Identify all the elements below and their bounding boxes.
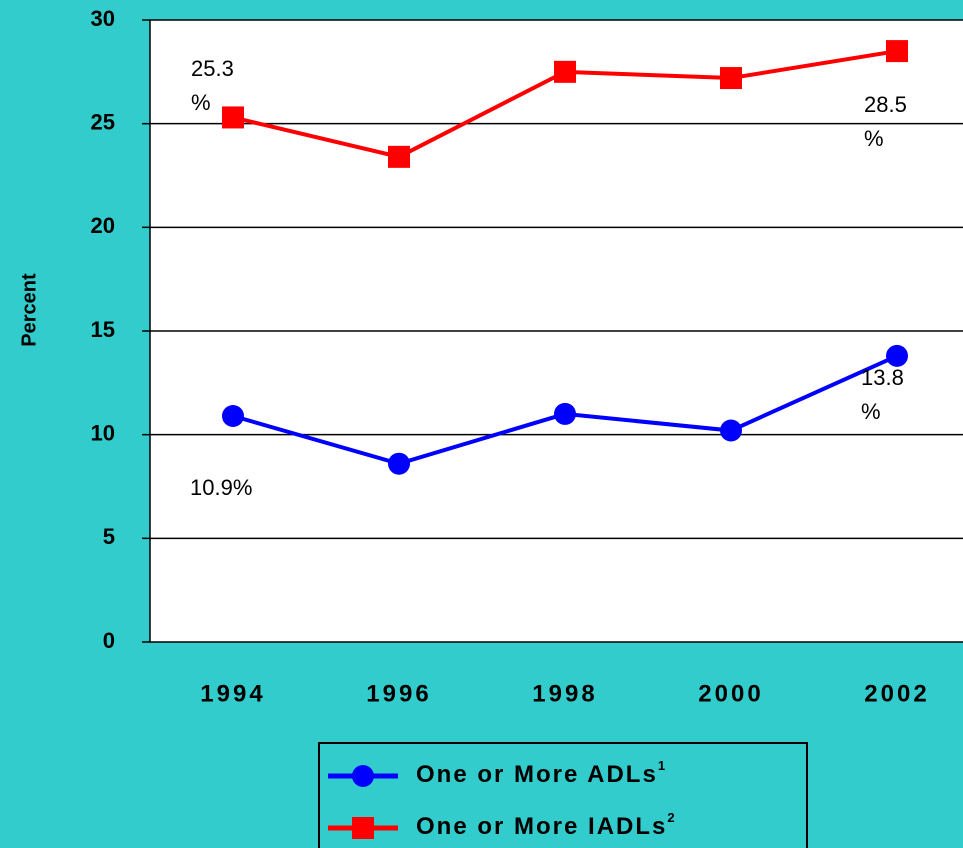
x-tick-label: 1996 [366, 680, 431, 707]
marker [886, 40, 908, 63]
data-label: 25.3 % [191, 56, 234, 116]
marker [222, 106, 244, 129]
y-tick-label: 20 [91, 213, 115, 238]
x-tick-label: 2002 [864, 680, 929, 707]
marker [222, 405, 244, 428]
marker [554, 402, 576, 425]
legend: One or More ADLs1 One or More IADLs2 [318, 742, 808, 848]
y-tick-label: 5 [103, 524, 115, 549]
y-tick-label: 25 [91, 109, 115, 134]
legend-label: One or More ADLs1 [416, 758, 667, 788]
y-axis-label: Percent [18, 273, 40, 347]
marker [720, 67, 742, 90]
legend-footnote: 1 [658, 758, 667, 773]
marker [554, 60, 576, 83]
data-label: 10.9% [190, 475, 253, 500]
y-tick-label: 10 [91, 420, 115, 445]
marker [388, 145, 410, 168]
y-tick-label: 30 [91, 6, 115, 31]
legend-items: One or More ADLs1 One or More IADLs2 [328, 758, 677, 840]
x-tick-label: 1994 [200, 680, 265, 707]
legend-name: One or More IADLs [416, 813, 667, 840]
y-tick-label: 0 [103, 628, 115, 653]
marker [720, 419, 742, 442]
marker [388, 452, 410, 475]
x-tick-label: 2000 [698, 680, 763, 707]
data-label: 28.5 % [864, 92, 907, 152]
y-tick-label: 15 [91, 317, 115, 342]
legend-marker [352, 817, 374, 839]
legend-marker [352, 765, 374, 787]
legend-name: One or More ADLs [416, 761, 658, 788]
x-tick-label: 1998 [532, 680, 597, 707]
marker [886, 344, 908, 367]
data-label: 13.8 % [861, 364, 904, 424]
legend-footnote: 2 [667, 810, 676, 825]
legend-label: One or More IADLs2 [416, 810, 677, 840]
